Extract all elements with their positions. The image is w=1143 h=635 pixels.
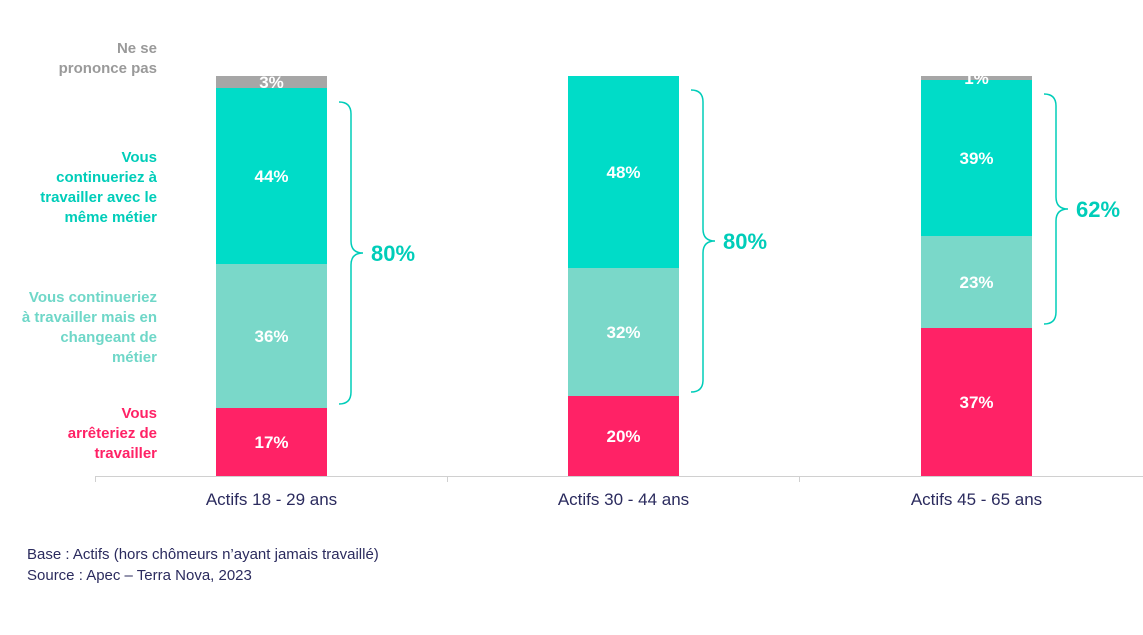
data-label-1-2: 36% (254, 327, 288, 346)
data-label-2-1: 20% (606, 427, 640, 446)
bar-segment-1-3 (216, 88, 327, 264)
data-label-3-2: 23% (959, 273, 993, 292)
bar-segment-3-3 (921, 80, 1032, 236)
brace-total-1: 80% (371, 241, 415, 266)
data-label-3-3: 39% (959, 149, 993, 168)
bar-segment-3-1 (921, 328, 1032, 476)
legend-label-4: Ne se prononce pas (59, 40, 157, 77)
brace-1 (338, 101, 364, 405)
bar-segment-1-4 (216, 76, 327, 88)
brace-total-2: 80% (723, 229, 767, 254)
category-label-3: Actifs 45 - 65 ans (911, 490, 1042, 509)
stacked-bar-chart: 17% 36% 44% 3% Actifs 18 - 29 ans 80% 20% 32% 48… (22, 40, 1143, 509)
data-label-2-3: 48% (606, 163, 640, 182)
data-label-3-1: 37% (959, 393, 993, 412)
bar-segment-3-4 (921, 76, 1032, 80)
data-label-1-1: 17% (254, 433, 288, 452)
legend-label-2: Vous continueriez à travailler mais en cha… (22, 289, 157, 366)
legend-label-1: Vous arrêteriez de travailler (68, 405, 157, 462)
bar-segment-2-2 (568, 268, 679, 396)
bar-segment-2-1 (568, 396, 679, 476)
bar-segment-3-2 (921, 236, 1032, 328)
data-label-2-2: 32% (606, 323, 640, 342)
source-note: Source : Apec – Terra Nova, 2023 (27, 567, 252, 584)
category-label-1: Actifs 18 - 29 ans (206, 490, 337, 509)
bar-segment-1-2 (216, 264, 327, 408)
brace-2 (690, 89, 716, 393)
data-label-3-4: 1% (964, 69, 989, 88)
data-label-1-4: 3% (259, 73, 284, 92)
brace-3 (1043, 93, 1069, 325)
bar-segment-2-3 (568, 76, 679, 268)
data-label-1-3: 44% (254, 167, 288, 186)
base-note: Base : Actifs (hors chômeurs n’ayant jam… (27, 546, 379, 563)
legend-label-3: Vous continueriez à travailler avec le même… (40, 149, 157, 226)
brace-total-3: 62% (1076, 197, 1120, 222)
category-label-2: Actifs 30 - 44 ans (558, 490, 689, 509)
bar-segment-1-1 (216, 408, 327, 476)
